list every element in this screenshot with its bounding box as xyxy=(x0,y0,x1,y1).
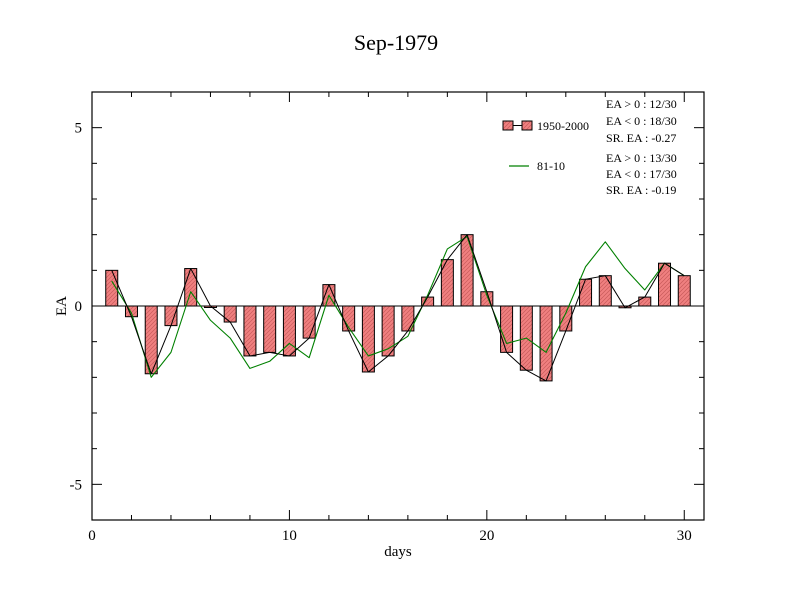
bar-1950-2000 xyxy=(500,305,514,353)
y-tick-label: -5 xyxy=(70,477,83,493)
x-tick-label: 20 xyxy=(479,528,494,544)
stats-block: EA > 0 : 12/30 EA < 0 : 18/30 SR. EA : -… xyxy=(606,97,677,197)
x-axis: 0 10 20 30 xyxy=(88,92,692,544)
legend-swatch-1950-2000-right xyxy=(521,120,533,131)
legend-swatch-1950-2000-left xyxy=(502,120,514,131)
x-tick-label: 0 xyxy=(88,528,96,544)
bar-1950-2000 xyxy=(263,305,277,353)
x-tick-label: 10 xyxy=(282,528,297,544)
stats-1950-sr: SR. EA : -0.27 xyxy=(606,131,676,145)
x-tick-label: 30 xyxy=(677,528,692,544)
bar-1950-2000 xyxy=(559,305,573,332)
legend-label-81-10: 81-10 xyxy=(537,159,565,173)
bar-1950-2000 xyxy=(184,268,198,307)
stats-1950-negative: EA < 0 : 18/30 xyxy=(606,114,677,128)
stats-8110-negative: EA < 0 : 17/30 xyxy=(606,167,677,181)
bar-1950-2000 xyxy=(302,305,316,339)
bar-1950-2000 xyxy=(361,305,375,373)
bar-1950-2000 xyxy=(579,278,593,307)
y-tick-label: 5 xyxy=(75,121,83,137)
legend-label-1950-2000: 1950-2000 xyxy=(537,119,589,133)
bar-1950-2000 xyxy=(223,305,237,323)
chart-title: Sep-1979 xyxy=(354,30,438,55)
x-axis-label: days xyxy=(384,544,412,560)
y-tick-label: 0 xyxy=(75,299,83,315)
bar-1950-2000 xyxy=(282,305,296,357)
stats-1950-positive: EA > 0 : 12/30 xyxy=(606,97,677,111)
bar-1950-2000 xyxy=(677,275,691,307)
bar-1950-2000 xyxy=(164,305,178,327)
series-line-81-10 xyxy=(111,235,685,378)
bar-1950-2000 xyxy=(638,296,652,307)
series-line-1950-2000 xyxy=(111,234,685,382)
y-axis-label: EA xyxy=(54,296,70,316)
stats-8110-positive: EA > 0 : 13/30 xyxy=(606,151,677,165)
series-lines xyxy=(111,234,685,382)
bars-1950-2000 xyxy=(105,234,691,382)
stats-8110-sr: SR. EA : -0.19 xyxy=(606,183,676,197)
bar-1950-2000 xyxy=(598,275,612,307)
legend: 1950-2000 81-10 xyxy=(502,119,589,173)
